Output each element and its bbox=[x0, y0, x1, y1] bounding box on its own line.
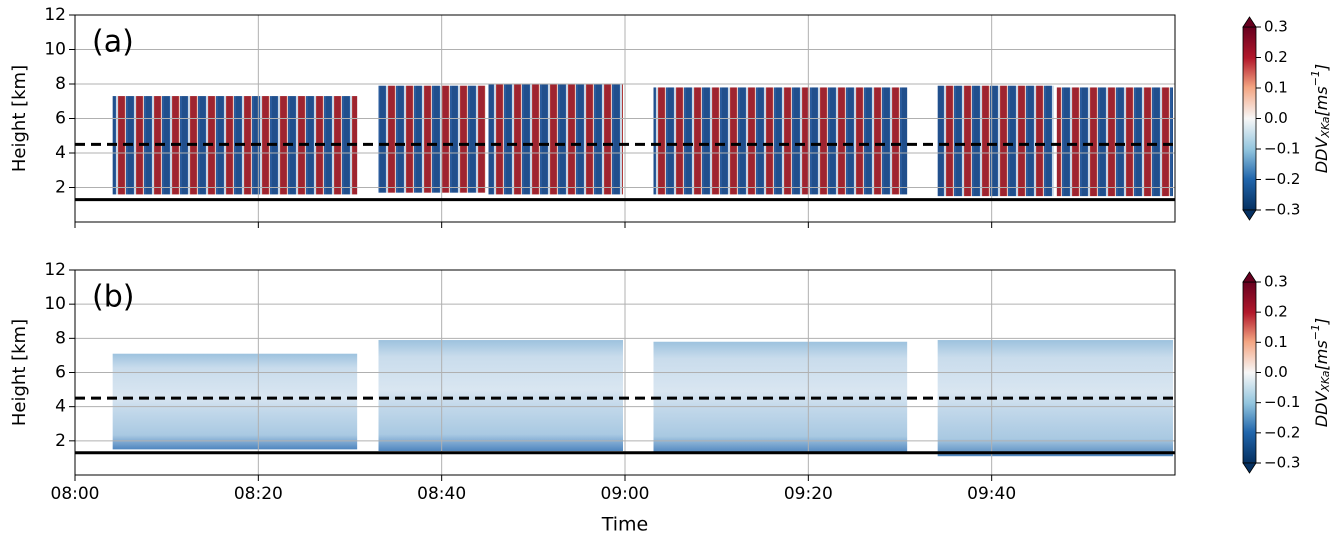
colorbar-extend bbox=[1242, 16, 1257, 28]
colorbar-tick-label: 0.0 bbox=[1264, 363, 1288, 381]
y-axis-label: Height [km] bbox=[9, 319, 30, 426]
colorbar-tick-label: 0.0 bbox=[1264, 109, 1288, 127]
colorbar-tick-label: 0.2 bbox=[1264, 48, 1288, 66]
colorbar-tick-label: −0.1 bbox=[1264, 393, 1300, 411]
colorbar-label-sup: −1 bbox=[1309, 324, 1322, 340]
colorbar bbox=[1242, 26, 1257, 211]
panel-label: (a) bbox=[92, 25, 134, 60]
colorbar-label: DDVXKa[ms−1] bbox=[1309, 318, 1332, 427]
y-tick-label: 10 bbox=[44, 294, 66, 314]
y-tick-label: 12 bbox=[44, 260, 66, 280]
colorbar-tick-label: 0.1 bbox=[1264, 79, 1288, 97]
panel-label: (b) bbox=[92, 280, 134, 315]
y-tick-label: 8 bbox=[55, 74, 66, 94]
data-region bbox=[488, 84, 623, 195]
colorbar-label-sub: XKa bbox=[1319, 370, 1332, 392]
colorbar-label-close: ] bbox=[1312, 64, 1331, 71]
y-tick-label: 6 bbox=[55, 109, 66, 129]
data-region bbox=[112, 353, 358, 450]
colorbar-label-sup: −1 bbox=[1309, 70, 1322, 86]
colorbar-tick-label: −0.1 bbox=[1264, 140, 1300, 158]
colorbar-extend bbox=[1242, 209, 1257, 221]
colorbar-tick-label: 0.3 bbox=[1264, 18, 1288, 36]
colorbar-extend bbox=[1242, 462, 1257, 474]
x-tick-label: 08:20 bbox=[234, 484, 283, 504]
x-tick-label: 08:40 bbox=[417, 484, 466, 504]
x-tick-label: 09:00 bbox=[601, 484, 650, 504]
colorbar-label: DDVXKa[ms−1] bbox=[1309, 64, 1332, 173]
data-region bbox=[937, 85, 1054, 197]
colorbar-tick-label: −0.3 bbox=[1264, 454, 1300, 472]
colorbar-label-name: DDV bbox=[1312, 391, 1331, 428]
y-tick-label: 6 bbox=[55, 363, 66, 383]
colorbar-extend bbox=[1242, 271, 1257, 283]
colorbar-tick-label: −0.2 bbox=[1264, 170, 1300, 188]
colorbar-label-sub: XKa bbox=[1319, 116, 1332, 138]
data-region bbox=[1056, 87, 1173, 197]
y-tick-label: 10 bbox=[44, 40, 66, 60]
colorbar-label-unit: [ms bbox=[1312, 86, 1331, 116]
data-region bbox=[378, 85, 486, 193]
colorbar-label-name: DDV bbox=[1312, 137, 1331, 174]
x-tick-label: 08:00 bbox=[51, 484, 100, 504]
x-axis-label: Time bbox=[601, 514, 649, 536]
colorbar-tick-label: 0.3 bbox=[1264, 273, 1288, 291]
y-tick-label: 12 bbox=[44, 5, 66, 25]
y-tick-label: 8 bbox=[55, 328, 66, 348]
colorbar bbox=[1242, 281, 1257, 464]
colorbar-tick-label: −0.3 bbox=[1264, 201, 1300, 219]
y-tick-label: 4 bbox=[55, 397, 66, 417]
colorbar-tick-label: 0.1 bbox=[1264, 333, 1288, 351]
x-tick-label: 09:20 bbox=[784, 484, 833, 504]
y-tick-label: 2 bbox=[55, 431, 66, 451]
x-tick-label: 09:40 bbox=[967, 484, 1016, 504]
colorbar-tick-label: 0.2 bbox=[1264, 303, 1288, 321]
y-axis-label: Height [km] bbox=[9, 65, 30, 172]
y-tick-label: 2 bbox=[55, 178, 66, 198]
data-region bbox=[653, 87, 908, 195]
colorbar-tick-label: −0.2 bbox=[1264, 423, 1300, 441]
colorbar-label-close: ] bbox=[1312, 318, 1331, 325]
y-tick-label: 4 bbox=[55, 143, 66, 163]
colorbar-label-unit: [ms bbox=[1312, 340, 1331, 370]
data-region bbox=[378, 340, 623, 452]
